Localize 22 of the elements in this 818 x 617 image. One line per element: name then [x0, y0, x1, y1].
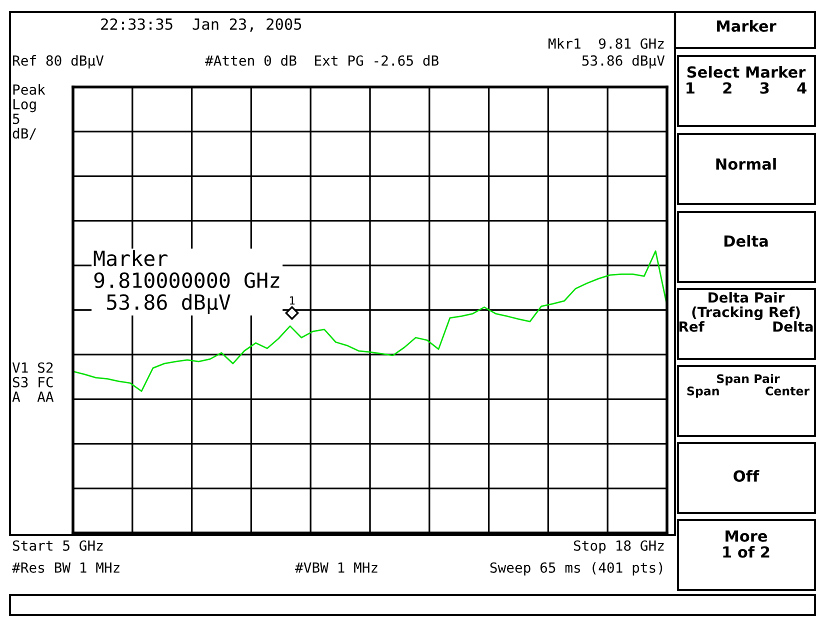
text: Delta	[724, 235, 768, 247]
annotation: Marker 9.810000000 GHz 53.86 dBµV	[94, 250, 280, 314]
text: Ref 80 dBµV	[12, 55, 104, 69]
text: More 1 of 2	[723, 530, 770, 558]
text: Off	[734, 470, 760, 482]
text: #Res BW 1 MHz	[12, 562, 120, 573]
text: #Atten 0 dB Ext PG -2.65 dB	[205, 55, 438, 66]
text: #VBW 1 MHz	[295, 562, 378, 573]
text: Delta Pair (Tracking Ref) Ref Delta	[679, 292, 813, 332]
text: Span Pair Span Center	[687, 374, 810, 398]
text: Sweep 65 ms (401 pts)	[490, 562, 662, 576]
text: Select Marker 1 2 3 4	[686, 66, 806, 94]
text: Start 5 GHz	[12, 540, 103, 551]
text: Mkr1 9.81 GHz	[548, 38, 664, 49]
text: V1 S2 S3 FC A AA	[12, 362, 54, 402]
text: 22:33:35 Jan 23, 2005	[101, 18, 302, 32]
text: Marker	[717, 20, 776, 32]
annotation: 1	[290, 296, 295, 304]
text: Stop 18 GHz	[574, 540, 664, 554]
text: Normal	[716, 158, 776, 170]
text: 53.86 dBµV	[582, 55, 665, 69]
text: Peak Log 5 dB/	[12, 84, 46, 140]
